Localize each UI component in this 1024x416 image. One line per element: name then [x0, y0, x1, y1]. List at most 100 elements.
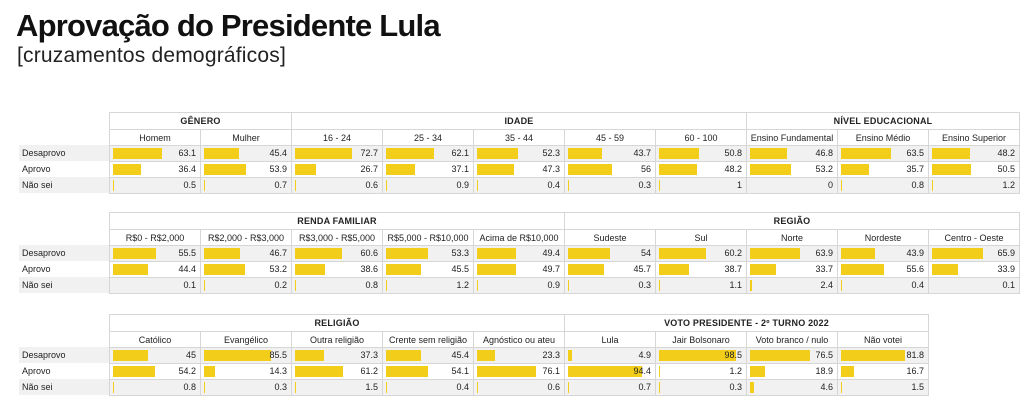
data-cell: 45.7 — [564, 261, 656, 278]
value-label: 26.7 — [360, 164, 378, 174]
value-bar — [386, 180, 387, 191]
value-bar — [477, 366, 537, 377]
value-label: 61.2 — [360, 366, 378, 376]
value-label: 56 — [640, 164, 651, 174]
value-label: 0.4 — [911, 280, 924, 290]
value-label: 76.1 — [542, 366, 560, 376]
data-cell: 53.9 — [200, 161, 292, 178]
column-header: R$2,000 - R$3,000 — [200, 229, 292, 246]
value-bar — [113, 248, 157, 259]
value-bar — [659, 264, 690, 275]
value-label: 62.1 — [451, 148, 469, 158]
row-label: Não sei — [19, 177, 109, 193]
value-label: 45.4 — [451, 350, 469, 360]
data-cell: 61.2 — [291, 363, 383, 380]
data-cell: 54 — [564, 245, 656, 262]
column-header: Crente sem religião — [382, 331, 474, 348]
data-cell: 76.1 — [473, 363, 565, 380]
data-cell: 37.3 — [291, 347, 383, 364]
column-header: Voto branco / nulo — [746, 331, 838, 348]
value-label: 1 — [736, 180, 742, 190]
data-cell: 0 — [746, 177, 838, 194]
data-cell: 48.2 — [928, 145, 1020, 162]
value-bar — [841, 180, 842, 191]
data-cell: 35.7 — [837, 161, 929, 178]
value-bar — [932, 164, 972, 175]
column-header: Agnóstico ou ateu — [473, 331, 565, 348]
column-header: Evangélico — [200, 331, 292, 348]
data-cell: 0.1 — [928, 277, 1020, 294]
data-cell: 85.5 — [200, 347, 292, 364]
data-cell: 49.4 — [473, 245, 565, 262]
data-cell: 0.2 — [200, 277, 292, 294]
page-subtitle: [cruzamentos demográficos] — [17, 44, 286, 67]
data-cell: 50.8 — [655, 145, 747, 162]
value-label: 60.6 — [360, 248, 378, 258]
value-label: 53.3 — [451, 248, 469, 258]
data-cell: 0.9 — [473, 277, 565, 294]
data-cell: 0.4 — [473, 177, 565, 194]
value-label: 4.9 — [638, 350, 651, 360]
value-bar — [750, 350, 810, 361]
value-bar — [477, 264, 516, 275]
column-header: Lula — [564, 331, 656, 348]
value-label: 0.8 — [183, 382, 196, 392]
value-label: 63.9 — [815, 248, 833, 258]
data-cell: 56 — [564, 161, 656, 178]
value-label: 38.7 — [724, 264, 742, 274]
value-label: 53.2 — [815, 164, 833, 174]
value-bar — [841, 264, 885, 275]
value-bar — [750, 248, 800, 259]
data-cell: 46.7 — [200, 245, 292, 262]
data-cell: 0.4 — [382, 379, 474, 396]
data-cell: 0.6 — [291, 177, 383, 194]
data-cell: 1.2 — [655, 363, 747, 380]
data-cell: 43.9 — [837, 245, 929, 262]
value-bar — [841, 248, 876, 259]
value-label: 85.5 — [269, 350, 287, 360]
value-label: 33.9 — [997, 264, 1015, 274]
data-cell: 65.9 — [928, 245, 1020, 262]
data-cell: 1.5 — [291, 379, 383, 396]
column-header: Sudeste — [564, 229, 656, 246]
value-bar — [841, 366, 855, 377]
value-bar — [841, 350, 905, 361]
data-cell: 1.5 — [837, 379, 929, 396]
data-cell: 44.4 — [109, 261, 201, 278]
data-cell: 0.3 — [200, 379, 292, 396]
value-label: 55.6 — [906, 264, 924, 274]
value-bar — [932, 264, 959, 275]
value-bar — [659, 280, 660, 291]
column-header: Acima de R$10,000 — [473, 229, 565, 246]
value-label: 45.7 — [633, 264, 651, 274]
data-cell: 53.3 — [382, 245, 474, 262]
value-bar — [386, 350, 422, 361]
value-bar — [841, 164, 869, 175]
column-header: Norte — [746, 229, 838, 246]
value-bar — [295, 280, 296, 291]
value-bar — [659, 248, 706, 259]
value-label: 16.7 — [906, 366, 924, 376]
data-cell: 1 — [655, 177, 747, 194]
data-cell: 2.4 — [746, 277, 838, 294]
value-label: 0.1 — [1002, 280, 1015, 290]
group-header: RENDA FAMILIAR — [109, 212, 565, 230]
column-header: Outra religião — [291, 331, 383, 348]
value-label: 45.4 — [269, 148, 287, 158]
value-label: 0.8 — [365, 280, 378, 290]
value-label: 0.2 — [274, 280, 287, 290]
data-cell: 53.2 — [746, 161, 838, 178]
value-bar — [477, 248, 516, 259]
data-cell: 33.9 — [928, 261, 1020, 278]
group-header: REGIÃO — [564, 212, 1020, 230]
value-label: 46.8 — [815, 148, 833, 158]
value-label: 45.5 — [451, 264, 469, 274]
value-label: 0.4 — [456, 382, 469, 392]
data-cell: 26.7 — [291, 161, 383, 178]
data-cell: 36.4 — [109, 161, 201, 178]
value-label: 37.1 — [451, 164, 469, 174]
value-label: 0.4 — [547, 180, 560, 190]
data-cell: 0.3 — [564, 177, 656, 194]
value-label: 81.8 — [906, 350, 924, 360]
value-bar — [386, 264, 422, 275]
